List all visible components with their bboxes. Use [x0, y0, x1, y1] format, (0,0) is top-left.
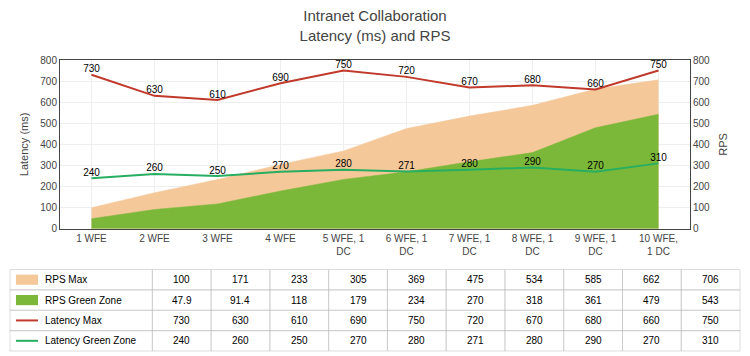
svg-text:280: 280: [335, 158, 352, 169]
svg-text:670: 670: [461, 76, 478, 87]
svg-text:233: 233: [291, 274, 308, 285]
svg-text:800: 800: [40, 55, 57, 66]
svg-text:100: 100: [173, 274, 190, 285]
svg-text:270: 270: [587, 160, 604, 171]
svg-text:361: 361: [585, 295, 602, 306]
svg-text:280: 280: [526, 335, 543, 346]
svg-text:660: 660: [587, 78, 604, 89]
svg-text:100: 100: [693, 202, 710, 213]
svg-text:RPS: RPS: [718, 133, 730, 156]
svg-text:305: 305: [350, 274, 367, 285]
svg-text:270: 270: [272, 160, 289, 171]
svg-text:234: 234: [408, 295, 425, 306]
svg-text:610: 610: [291, 315, 308, 326]
svg-text:750: 750: [702, 315, 719, 326]
svg-text:543: 543: [702, 295, 719, 306]
svg-text:280: 280: [408, 335, 425, 346]
svg-text:800: 800: [693, 55, 710, 66]
svg-text:680: 680: [585, 315, 602, 326]
svg-text:280: 280: [461, 158, 478, 169]
svg-text:700: 700: [40, 76, 57, 87]
svg-text:300: 300: [693, 160, 710, 171]
svg-text:690: 690: [272, 72, 289, 83]
svg-text:100: 100: [40, 202, 57, 213]
svg-text:Latency Green Zone: Latency Green Zone: [45, 335, 137, 346]
svg-text:630: 630: [232, 315, 249, 326]
svg-text:250: 250: [291, 335, 308, 346]
svg-text:271: 271: [467, 335, 484, 346]
svg-text:400: 400: [693, 139, 710, 150]
svg-text:179: 179: [350, 295, 367, 306]
svg-text:240: 240: [83, 167, 100, 178]
svg-text:260: 260: [232, 335, 249, 346]
svg-text:680: 680: [524, 74, 541, 85]
svg-text:662: 662: [643, 274, 660, 285]
svg-text:475: 475: [467, 274, 484, 285]
svg-text:RPS Max: RPS Max: [45, 274, 87, 285]
svg-text:750: 750: [650, 59, 667, 70]
svg-text:47.9: 47.9: [172, 295, 192, 306]
svg-text:8 WFE, 1DC: 8 WFE, 1DC: [512, 233, 554, 257]
svg-text:310: 310: [650, 152, 667, 163]
svg-text:Latency (ms): Latency (ms): [18, 113, 30, 177]
svg-text:0: 0: [51, 223, 57, 234]
svg-text:3 WFE: 3 WFE: [202, 233, 233, 244]
svg-text:91.4: 91.4: [230, 295, 250, 306]
svg-text:706: 706: [702, 274, 719, 285]
svg-text:2 WFE: 2 WFE: [139, 233, 170, 244]
svg-text:270: 270: [350, 335, 367, 346]
svg-text:730: 730: [83, 63, 100, 74]
svg-text:260: 260: [146, 162, 163, 173]
svg-text:290: 290: [524, 156, 541, 167]
svg-text:270: 270: [467, 295, 484, 306]
svg-text:Intranet CollaborationLatency: Intranet CollaborationLatency (ms) and R…: [300, 7, 451, 44]
svg-text:200: 200: [40, 181, 57, 192]
svg-text:750: 750: [335, 59, 352, 70]
svg-text:6 WFE, 1DC: 6 WFE, 1DC: [386, 233, 428, 257]
svg-text:271: 271: [398, 160, 415, 171]
svg-text:300: 300: [40, 160, 57, 171]
svg-text:700: 700: [693, 76, 710, 87]
svg-text:171: 171: [232, 274, 249, 285]
svg-text:720: 720: [467, 315, 484, 326]
svg-text:7 WFE, 1DC: 7 WFE, 1DC: [449, 233, 491, 257]
svg-text:720: 720: [398, 65, 415, 76]
svg-text:4 WFE: 4 WFE: [265, 233, 296, 244]
svg-text:290: 290: [585, 335, 602, 346]
svg-text:318: 318: [526, 295, 543, 306]
svg-text:240: 240: [173, 335, 190, 346]
svg-text:RPS Green Zone: RPS Green Zone: [45, 295, 122, 306]
svg-text:750: 750: [408, 315, 425, 326]
svg-text:500: 500: [693, 118, 710, 129]
svg-text:10 WFE,1 DC: 10 WFE,1 DC: [639, 233, 678, 257]
svg-text:600: 600: [693, 97, 710, 108]
svg-text:730: 730: [173, 315, 190, 326]
svg-text:369: 369: [408, 274, 425, 285]
svg-text:9 WFE, 1DC: 9 WFE, 1DC: [575, 233, 617, 257]
svg-text:670: 670: [526, 315, 543, 326]
svg-text:270: 270: [643, 335, 660, 346]
svg-text:690: 690: [350, 315, 367, 326]
svg-text:500: 500: [40, 118, 57, 129]
svg-text:534: 534: [526, 274, 543, 285]
svg-text:5 WFE, 1DC: 5 WFE, 1DC: [323, 233, 365, 257]
svg-text:200: 200: [693, 181, 710, 192]
svg-text:118: 118: [291, 295, 307, 306]
svg-text:585: 585: [585, 274, 602, 285]
svg-text:660: 660: [643, 315, 660, 326]
svg-text:630: 630: [146, 84, 163, 95]
svg-text:600: 600: [40, 97, 57, 108]
svg-text:610: 610: [209, 89, 226, 100]
svg-text:Latency Max: Latency Max: [45, 315, 102, 326]
svg-text:400: 400: [40, 139, 57, 150]
svg-text:250: 250: [209, 165, 226, 176]
svg-text:1 WFE: 1 WFE: [76, 233, 107, 244]
svg-text:310: 310: [702, 335, 719, 346]
svg-text:479: 479: [643, 295, 660, 306]
svg-text:0: 0: [693, 223, 699, 234]
